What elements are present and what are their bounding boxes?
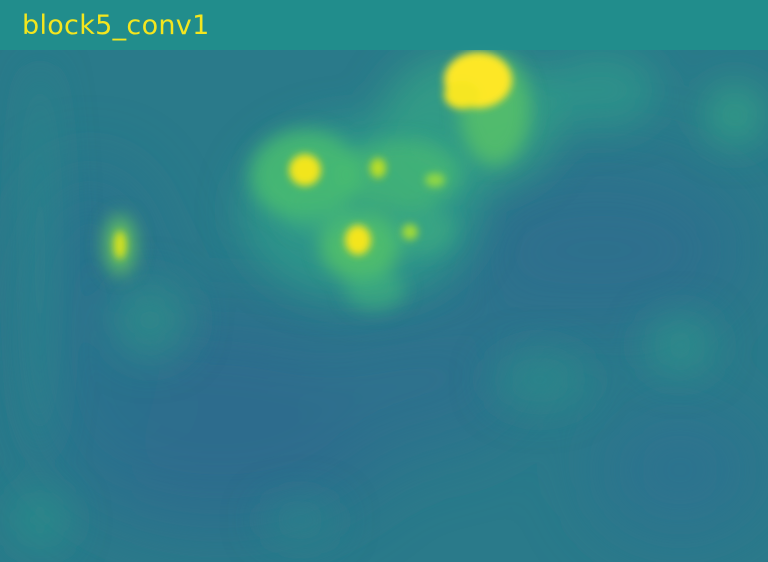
high-activation-halo — [104, 55, 530, 310]
header: block5_conv1 — [0, 0, 768, 50]
peak-upper-left — [289, 154, 321, 186]
peak-left — [114, 231, 126, 259]
peak-center — [345, 225, 371, 255]
header-band — [0, 0, 768, 50]
peak-activation-spots — [114, 52, 512, 259]
layer-title: block5_conv1 — [22, 9, 210, 41]
